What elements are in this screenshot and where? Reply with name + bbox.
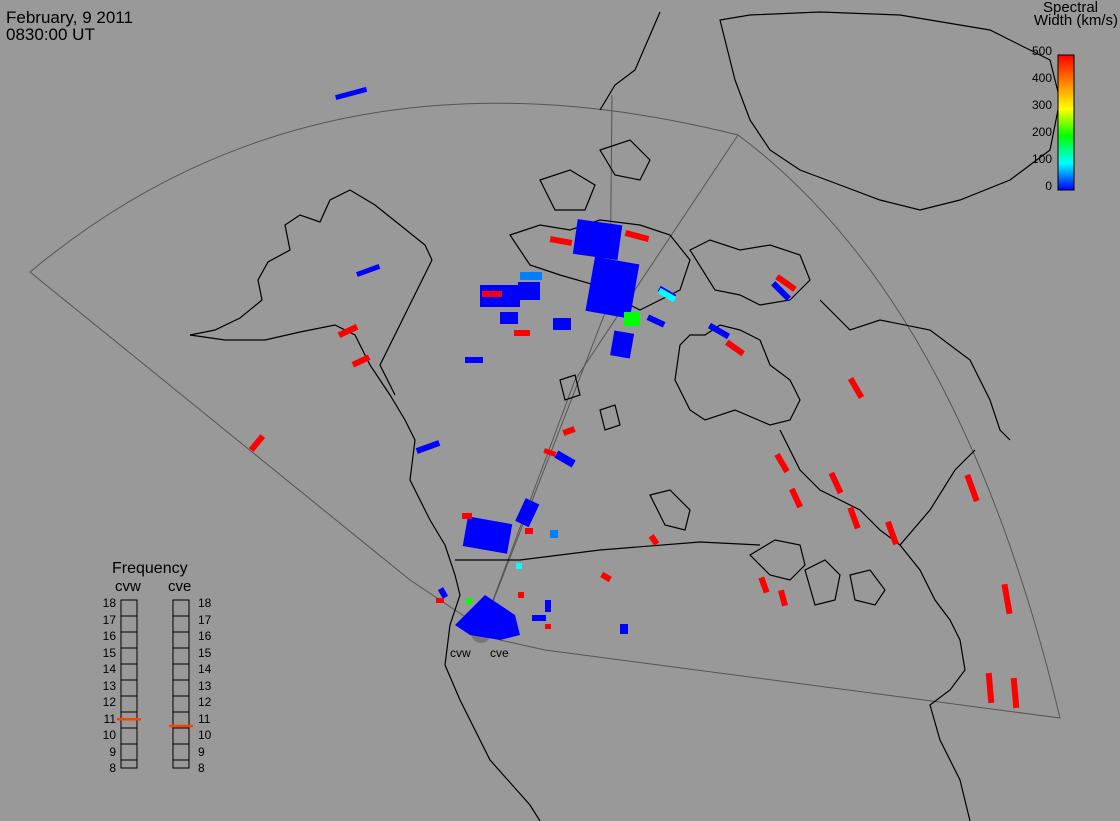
colorbar-tick: 0 (1045, 179, 1052, 193)
frequency-scale-left: 18 17 16 15 14 13 12 11 10 9 8 (96, 595, 116, 777)
colorbar-tick: 100 (1031, 152, 1052, 166)
scale-label: 16 (102, 629, 116, 643)
scale-label: 11 (198, 711, 211, 726)
scale-label: 10 (198, 728, 212, 742)
scale-label: 8 (109, 761, 116, 775)
scale-label: 16 (198, 629, 212, 643)
scale-label: 18 (198, 596, 212, 610)
scale-label: 14 (102, 662, 116, 676)
colorbar-title-1: Spectral (1042, 0, 1098, 16)
scale-label: 9 (109, 744, 116, 759)
scale-label: 11 (103, 711, 116, 726)
radar-site-label-cve: cve (490, 646, 509, 660)
colorbar-tick: 200 (1031, 125, 1052, 139)
scale-label: 17 (102, 612, 116, 627)
colorbar-title-2: Width (km/s) (1033, 12, 1118, 29)
frequency-title: Frequency (112, 560, 188, 577)
scale-label: 13 (102, 678, 116, 693)
scale-label: 18 (102, 596, 116, 610)
colorbar-tick: 300 (1031, 98, 1052, 112)
scatter-high-width (248, 229, 1020, 709)
radar-name-cvw: cvw (115, 578, 141, 595)
scale-label: 12 (102, 695, 116, 709)
colorbar (1057, 54, 1075, 191)
scatter-low-width (335, 86, 791, 640)
scale-label: 13 (198, 678, 212, 693)
scale-label: 15 (198, 645, 212, 660)
scale-label: 10 (102, 728, 116, 742)
map-background (0, 10, 1120, 821)
scale-label: 12 (198, 695, 212, 709)
scale-label: 9 (198, 744, 205, 759)
scale-label: 8 (198, 761, 205, 775)
time-label: 0830:00 UT (6, 25, 95, 44)
colorbar-tick: 400 (1031, 71, 1052, 85)
scale-label: 17 (198, 612, 212, 627)
scale-label: 14 (198, 662, 212, 676)
colorbar-tick: 500 (1031, 44, 1052, 58)
date-label: February, 9 2011 (6, 8, 133, 27)
radar-site-label-cvw: cvw (450, 646, 471, 660)
scale-label: 15 (102, 645, 116, 660)
frequency-scale-right: 18 17 16 15 14 13 12 11 10 9 8 (198, 595, 218, 777)
scatter-mid-width (466, 272, 677, 604)
radar-name-cve: cve (168, 578, 192, 595)
